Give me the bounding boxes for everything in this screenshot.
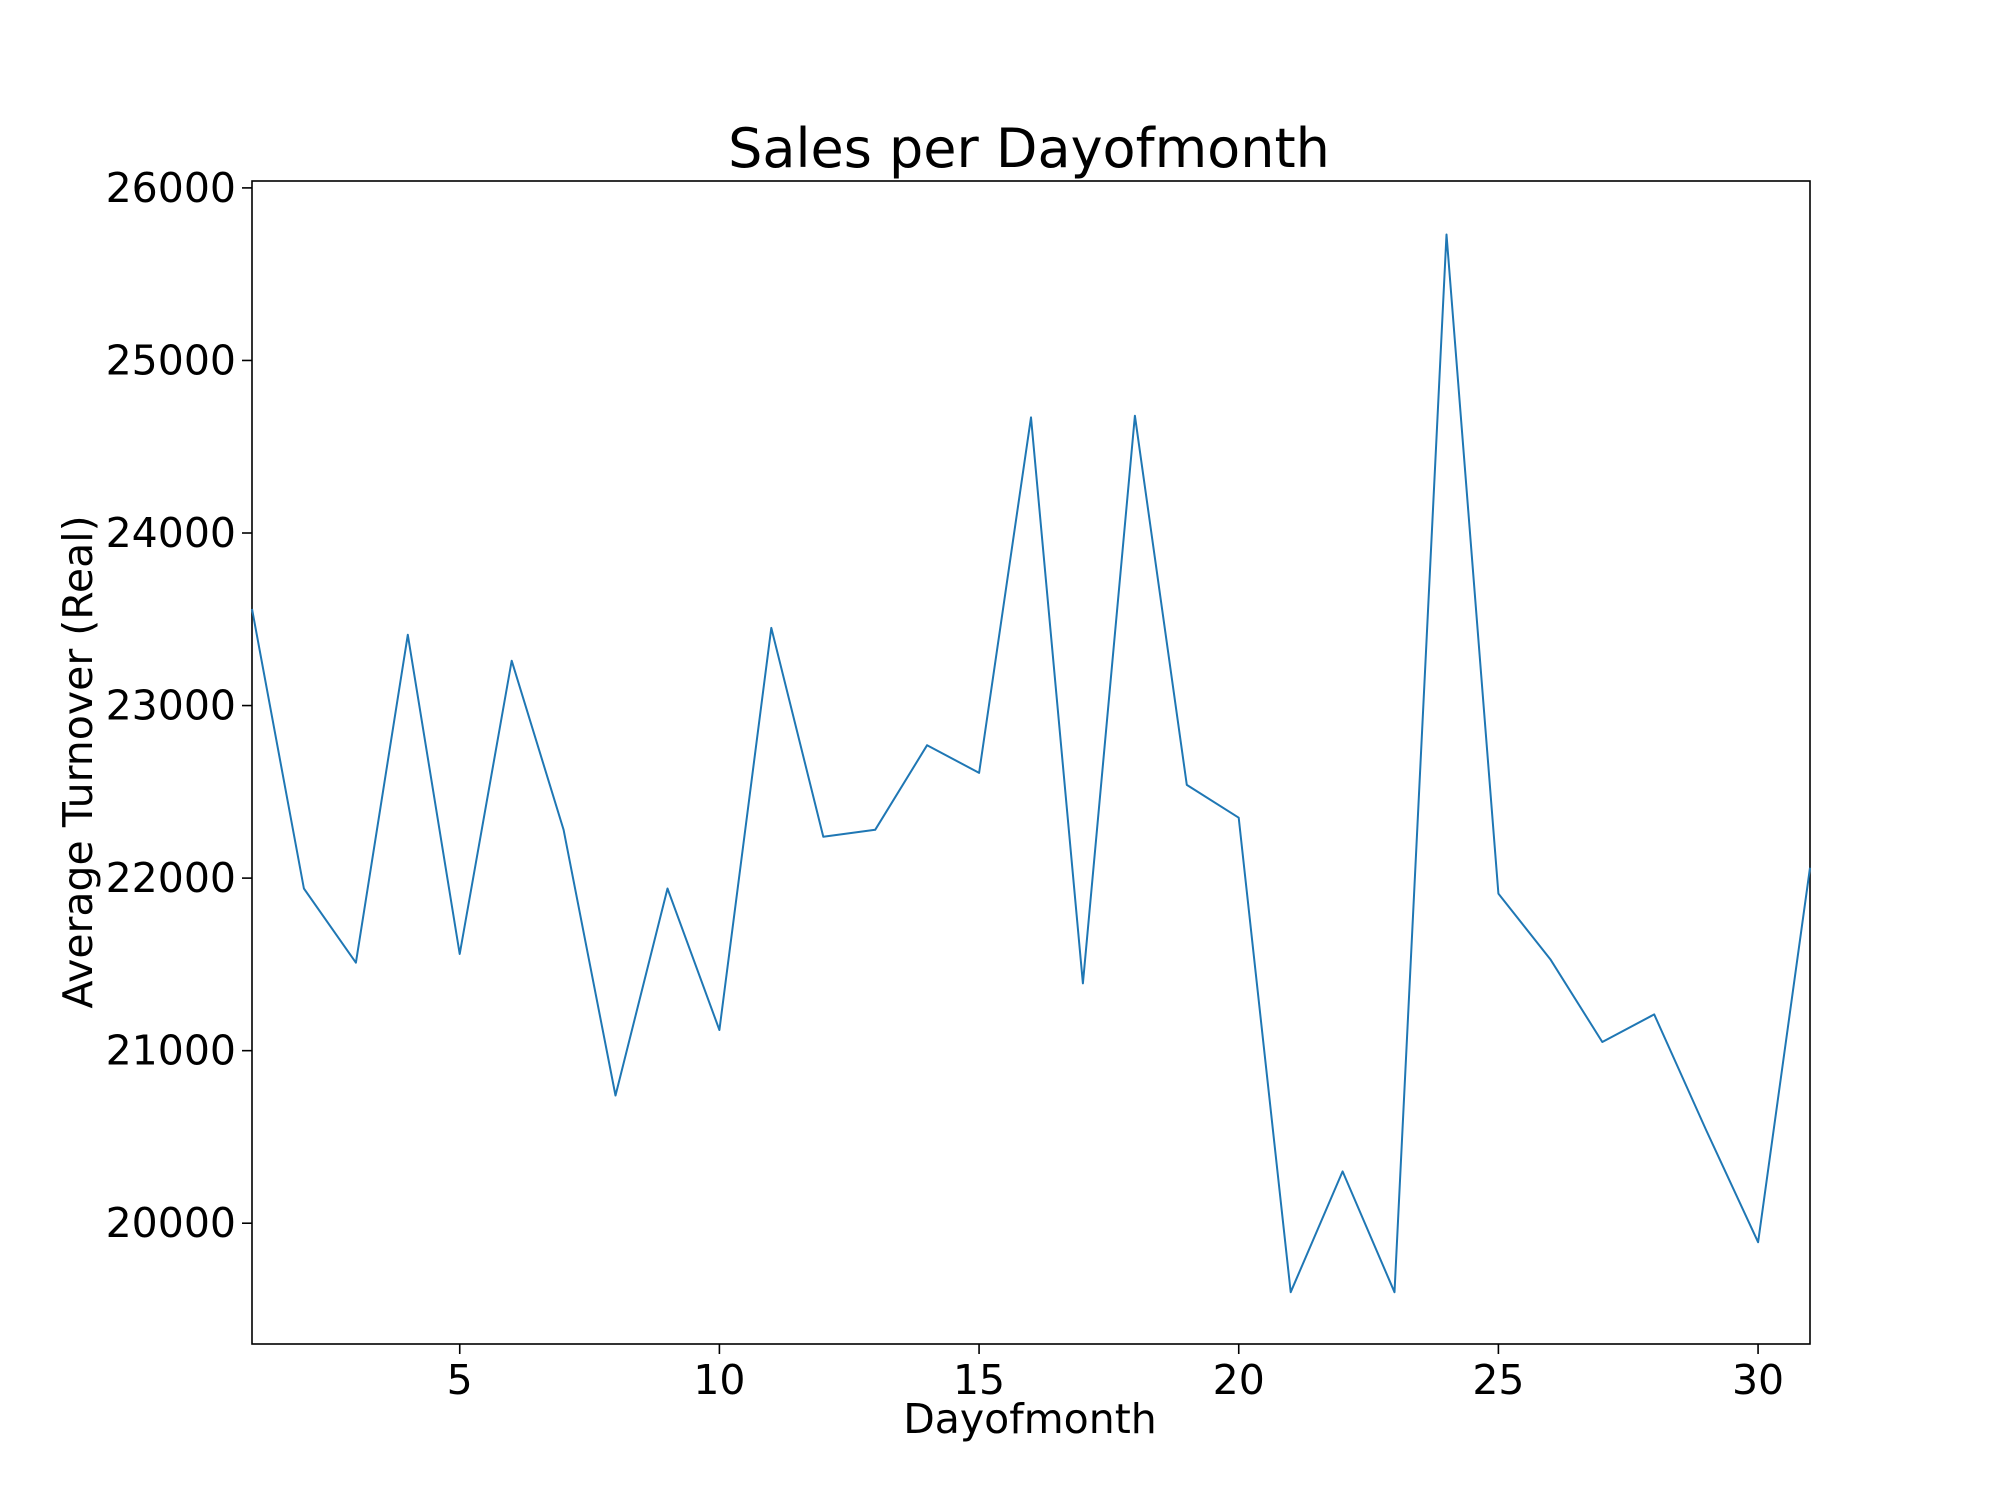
y-axis-label: Average Turnover (Real) [54,515,102,1008]
y-tick-label: 25000 [106,336,236,384]
x-tick-label: 20 [1213,1356,1265,1404]
x-tick-label: 30 [1732,1356,1784,1404]
chart-title: Sales per Dayofmonth [728,117,1330,180]
x-tick-label: 25 [1472,1356,1524,1404]
x-axis: 5 10 15 20 25 30 [447,1344,1784,1404]
x-axis-label: Dayofmonth [903,1395,1157,1443]
series-line [251,233,1811,1294]
y-tick-label: 20000 [106,1199,236,1247]
y-tick-label: 26000 [106,164,236,212]
y-axis: 20000 21000 22000 23000 24000 25000 26000 [106,164,252,1247]
y-tick-label: 21000 [106,1027,236,1075]
x-tick-label: 15 [953,1356,1005,1404]
series-group [251,233,1811,1294]
y-tick-label: 23000 [106,682,236,730]
x-tick-label: 5 [447,1356,473,1404]
x-tick-label: 10 [693,1356,745,1404]
plot-area [251,180,1811,1345]
y-tick-label: 24000 [106,509,236,557]
y-tick-label: 22000 [106,854,236,902]
